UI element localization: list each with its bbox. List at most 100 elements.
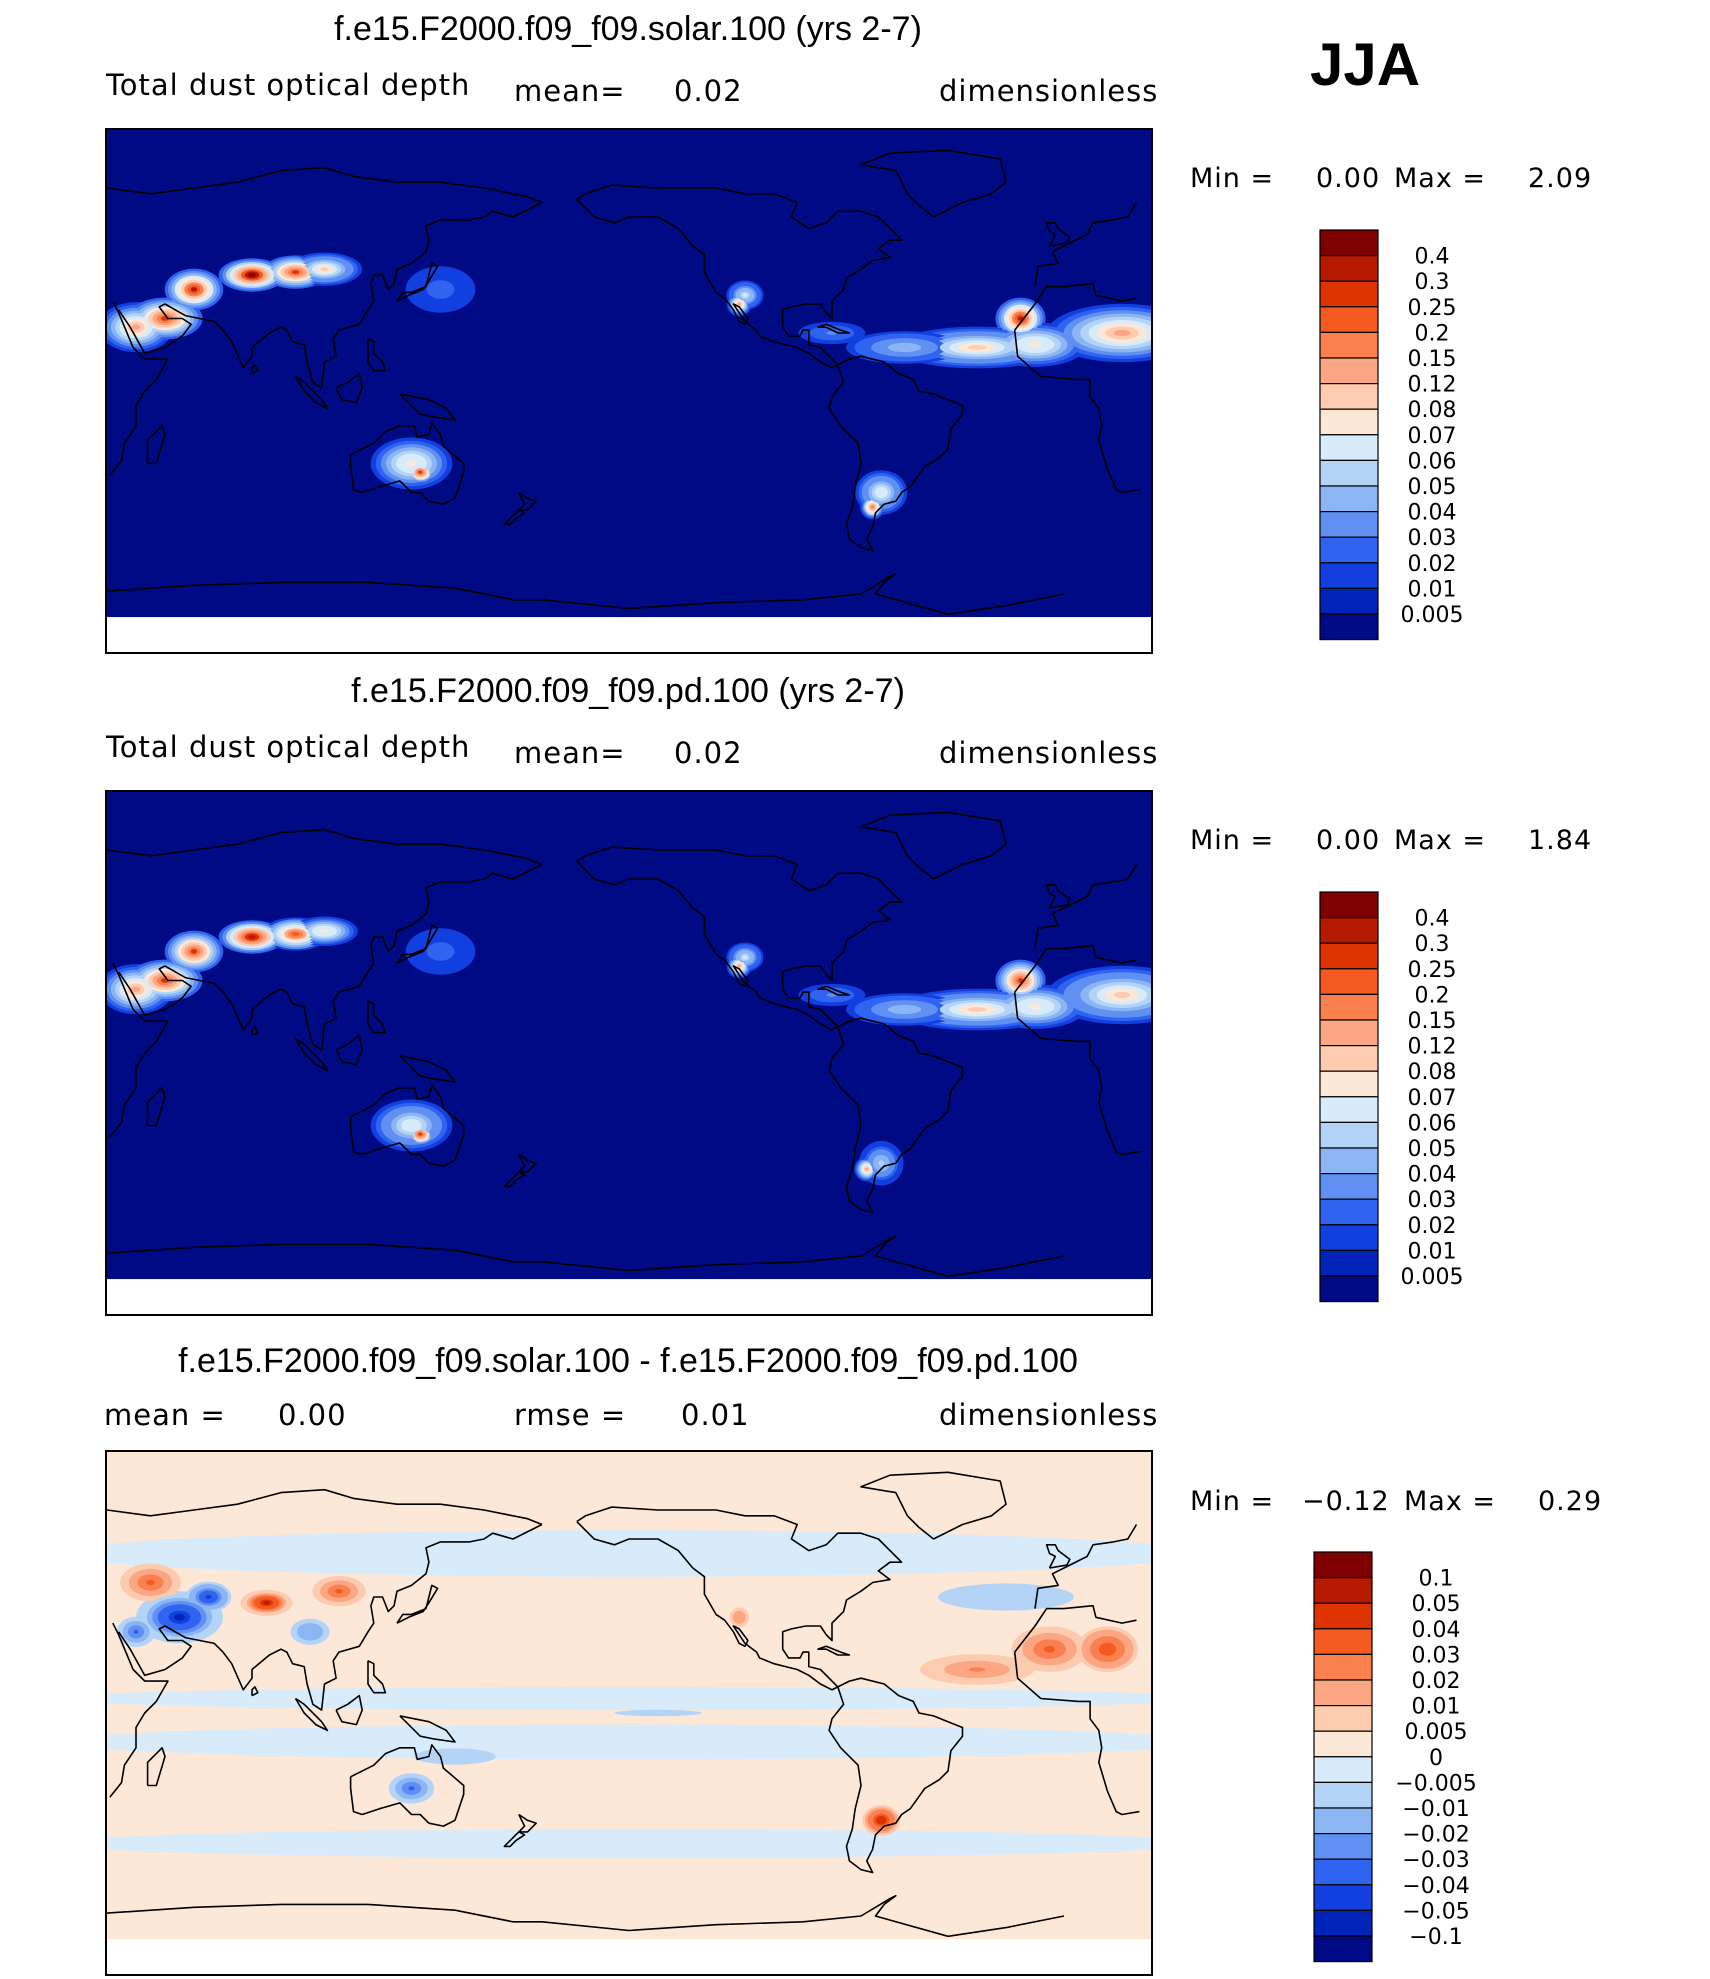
diff-contour bbox=[107, 1530, 1151, 1577]
diff-contour bbox=[878, 1818, 885, 1823]
colorbar-swatch bbox=[1319, 587, 1379, 615]
map-background bbox=[107, 130, 1151, 618]
diff-contour bbox=[174, 1614, 185, 1621]
diff-contour bbox=[408, 1786, 415, 1791]
colorbar-tick-label: 0.25 bbox=[1408, 958, 1457, 983]
dust-contour bbox=[433, 284, 448, 295]
coastline bbox=[399, 393, 456, 421]
colorbar-tick-label: 0.2 bbox=[1415, 983, 1450, 1008]
colorbar-swatch bbox=[1319, 280, 1379, 308]
coastline bbox=[828, 355, 964, 552]
colorbar-swatch bbox=[1319, 968, 1379, 996]
colorbar-tick-label: 0.04 bbox=[1412, 1618, 1461, 1643]
coastline bbox=[503, 509, 526, 526]
colorbar-swatch bbox=[1319, 942, 1379, 970]
coastline bbox=[817, 1645, 851, 1656]
map-masked-region bbox=[107, 617, 1151, 652]
coastline bbox=[294, 375, 329, 410]
diff-contour bbox=[133, 1629, 139, 1634]
coastline bbox=[109, 962, 169, 1138]
panel-3-max-value: 0.29 bbox=[1538, 1486, 1603, 1517]
colorbar-tick-label: −0.005 bbox=[1395, 1771, 1476, 1796]
colorbar-swatch bbox=[1313, 1807, 1373, 1835]
colorbar-tick-label: 0.01 bbox=[1408, 1239, 1457, 1264]
colorbar-swatch bbox=[1319, 917, 1379, 944]
diff-contour bbox=[968, 1667, 986, 1672]
diff-contour bbox=[146, 1579, 155, 1586]
panel-1-min-label: Min = bbox=[1190, 163, 1275, 194]
panel-2-max-label: Max = bbox=[1394, 825, 1487, 856]
colorbar-tick-label: 0.3 bbox=[1415, 270, 1450, 295]
coastline bbox=[576, 1506, 903, 1691]
panel-2-mean-value: 0.02 bbox=[674, 736, 743, 770]
colorbar-swatch bbox=[1319, 485, 1379, 513]
colorbar-swatch bbox=[1313, 1756, 1373, 1784]
coastline bbox=[517, 1813, 538, 1833]
colorbar-tick-label: 0.02 bbox=[1412, 1669, 1461, 1694]
panel-2-mean-label: mean= bbox=[514, 736, 626, 770]
coastline bbox=[1013, 1652, 1140, 1816]
panel-3-rmse-label: rmse = bbox=[514, 1398, 627, 1432]
coastline bbox=[860, 1471, 1007, 1540]
colorbar-tick-label: 0.08 bbox=[1408, 398, 1457, 423]
panel-3-colorbar: 0.1 0.05 0.04 0.03 0.02 0.01 0.005 0 −0.005 −0.01… bbox=[1313, 1551, 1504, 1966]
colorbar-swatch bbox=[1313, 1730, 1373, 1758]
colorbar-swatch bbox=[1319, 229, 1379, 257]
dust-contour bbox=[896, 345, 913, 350]
colorbar-swatch bbox=[1319, 1121, 1379, 1149]
colorbar-tick-label: 0.01 bbox=[1412, 1695, 1461, 1720]
colorbar-swatch bbox=[1313, 1679, 1373, 1707]
colorbar-tick-label: 0.05 bbox=[1408, 1137, 1457, 1162]
coastline bbox=[146, 424, 166, 465]
colorbar-swatch bbox=[1319, 459, 1379, 487]
coastline bbox=[367, 338, 387, 372]
colorbar-tick-label: −0.04 bbox=[1402, 1874, 1469, 1899]
colorbar-tick-label: 0.02 bbox=[1408, 552, 1457, 577]
dust-contour bbox=[742, 955, 748, 960]
colorbar-swatch bbox=[1319, 1096, 1379, 1124]
coastline bbox=[817, 323, 851, 334]
diff-contour bbox=[107, 1829, 1151, 1858]
diff-contour bbox=[107, 1724, 1151, 1760]
panel-2-map-svg bbox=[107, 792, 1151, 1314]
panel-2-map bbox=[105, 790, 1153, 1316]
dust-contour bbox=[190, 287, 198, 292]
coastline bbox=[1014, 282, 1137, 331]
coastline bbox=[107, 1903, 542, 1923]
colorbar-tick-label: 0.08 bbox=[1408, 1060, 1457, 1085]
colorbar-swatch bbox=[1313, 1909, 1373, 1937]
coastline bbox=[860, 149, 1007, 218]
coastline bbox=[576, 846, 903, 1031]
panel-1-variable-label: Total dust optical depth bbox=[106, 68, 471, 102]
coastline bbox=[107, 581, 542, 601]
coastline bbox=[107, 1243, 542, 1263]
colorbar-tick-label: −0.02 bbox=[1402, 1823, 1469, 1848]
panel-3-max-label: Max = bbox=[1404, 1486, 1497, 1517]
colorbar-tick-label: 0.06 bbox=[1408, 1111, 1457, 1136]
colorbar-swatch bbox=[1319, 562, 1379, 589]
diff-contour bbox=[263, 1601, 270, 1605]
panel-1-colorbar: 0.4 0.3 0.25 0.2 0.15 0.12 0.08 0.07 0.06 0.05 0.0… bbox=[1319, 229, 1500, 644]
colorbar-tick-label: 0.03 bbox=[1408, 1188, 1457, 1213]
colorbar-swatch bbox=[1319, 993, 1379, 1021]
panel-1-units: dimensionless bbox=[939, 74, 1159, 108]
colorbar-tick-label: 0.07 bbox=[1408, 424, 1457, 449]
colorbar-swatch bbox=[1319, 434, 1379, 462]
colorbar-swatch bbox=[1319, 306, 1379, 334]
coastline bbox=[367, 1000, 387, 1034]
panel-1-title: f.e15.F2000.f09_f09.solar.100 (yrs 2-7) bbox=[334, 10, 922, 48]
coastline bbox=[1014, 944, 1137, 993]
colorbar-tick-label: 0.25 bbox=[1408, 296, 1457, 321]
coastline bbox=[860, 811, 1007, 880]
colorbar-swatch bbox=[1319, 1173, 1379, 1200]
colorbar-swatch bbox=[1313, 1705, 1373, 1732]
colorbar-tick-label: −0.03 bbox=[1402, 1848, 1469, 1873]
colorbar-tick-label: 0.15 bbox=[1408, 347, 1457, 372]
colorbar-swatch bbox=[1319, 1249, 1379, 1277]
panel-3-min-label: Min = bbox=[1190, 1486, 1275, 1517]
dust-contour bbox=[406, 460, 417, 467]
dust-contour bbox=[190, 949, 198, 954]
coastline bbox=[349, 1084, 465, 1167]
colorbar-swatch bbox=[1319, 1147, 1379, 1175]
coastline bbox=[1034, 1524, 1138, 1609]
